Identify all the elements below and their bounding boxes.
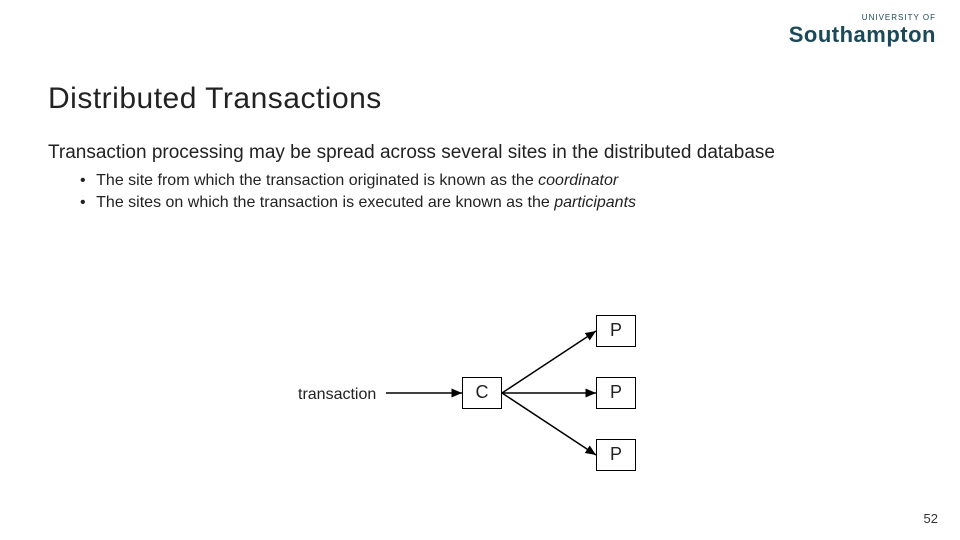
diagram-edge xyxy=(502,393,596,455)
diagram-edge xyxy=(502,331,596,393)
lead-text: Transaction processing may be spread acr… xyxy=(48,142,775,164)
page-number: 52 xyxy=(924,511,938,526)
bullet-emphasis: participants xyxy=(554,194,636,211)
transaction-diagram: transaction CPPP xyxy=(0,0,960,540)
diagram-node-p3: P xyxy=(596,439,636,471)
university-logo: UNIVERSITY OF Southampton xyxy=(789,14,936,46)
diagram-node-c: C xyxy=(462,377,502,409)
bullet-item: • The sites on which the transaction is … xyxy=(80,194,636,212)
diagram-node-p2: P xyxy=(596,377,636,409)
bullet-list: • The site from which the transaction or… xyxy=(80,172,636,216)
bullet-dot-icon: • xyxy=(80,194,92,212)
bullet-emphasis: coordinator xyxy=(538,172,618,189)
logo-small-text: UNIVERSITY OF xyxy=(789,14,936,22)
bullet-item: • The site from which the transaction or… xyxy=(80,172,636,190)
bullet-text: The sites on which the transaction is ex… xyxy=(96,194,554,211)
diagram-edges xyxy=(0,0,960,540)
slide-title: Distributed Transactions xyxy=(48,82,382,116)
bullet-text: The site from which the transaction orig… xyxy=(96,172,538,189)
bullet-dot-icon: • xyxy=(80,172,92,190)
logo-name: Southampton xyxy=(789,22,936,47)
transaction-label: transaction xyxy=(298,386,376,404)
diagram-node-p1: P xyxy=(596,315,636,347)
